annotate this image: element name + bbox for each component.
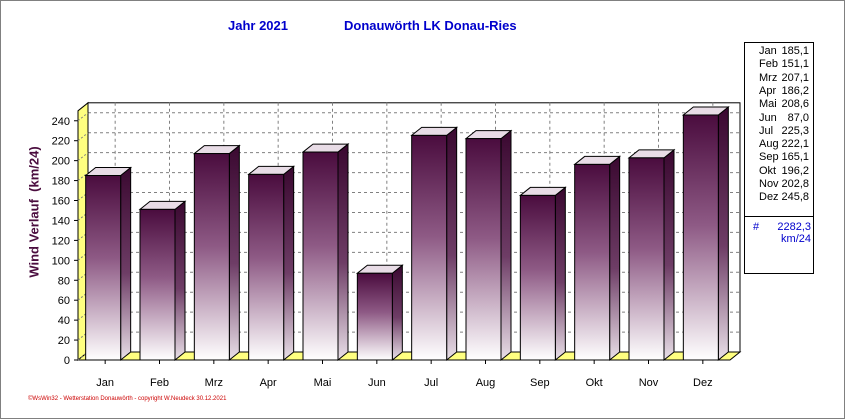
bar: [411, 134, 448, 361]
bar: [465, 138, 502, 361]
bar: [519, 194, 556, 361]
bar-side: [283, 165, 295, 362]
legend-total-symbol: #: [753, 221, 760, 233]
legend-value: 225,3: [781, 124, 809, 137]
chart-year-title: Jahr 2021: [228, 18, 288, 33]
legend-month: Jun: [759, 111, 777, 124]
y-tick-label: 180: [52, 176, 70, 188]
copyright-footer: ©WsWin32 - Wetterstation Donauwörth - co…: [28, 396, 227, 402]
legend-row: Jan 185,1: [745, 45, 811, 58]
legend-value: 196,2: [781, 164, 809, 177]
bar-side: [174, 200, 186, 362]
bar: [682, 114, 719, 361]
bar-side: [500, 129, 512, 362]
bar-side: [663, 148, 675, 362]
bar-side: [228, 144, 240, 362]
legend-row: Apr 186,2: [745, 85, 811, 98]
legend-month: Dez: [759, 191, 779, 204]
y-tick-label: 120: [52, 235, 70, 247]
legend-value: 208,6: [781, 98, 809, 111]
legend-row: Dez 245,8: [745, 191, 811, 204]
legend-total-unit: km/24: [781, 233, 811, 245]
x-tick-label: Apr: [260, 377, 277, 389]
legend-month: Mrz: [759, 71, 778, 84]
bar-side: [717, 105, 729, 362]
y-tick-label: 20: [58, 335, 70, 347]
legend-month: Mai: [759, 98, 777, 111]
x-tick-label: Jun: [368, 377, 386, 389]
legend-row: Mrz 207,1: [745, 72, 811, 85]
legend-value: 202,8: [781, 178, 809, 190]
x-tick-label: Nov: [639, 377, 659, 389]
bar-side: [609, 155, 621, 362]
legend-separator: [745, 216, 813, 217]
bar-side: [337, 143, 349, 362]
y-tick-label: 160: [52, 196, 70, 208]
bar: [356, 272, 393, 361]
y-tick-label: 80: [58, 275, 70, 287]
bar-side: [554, 186, 566, 362]
bar: [628, 157, 665, 361]
y-tick-label: 240: [52, 116, 70, 128]
bar: [302, 151, 339, 361]
legend-value: 165,1: [781, 151, 809, 164]
value-legend: # 2282,3 km/24 Jan 185,1 Feb 151,1 Mrz 207,1 A…: [744, 42, 814, 274]
legend-value: 207,1: [781, 71, 809, 84]
legend-row: Sep 165,1: [745, 151, 811, 164]
x-tick-label: Mai: [314, 377, 332, 389]
legend-month: Nov: [759, 178, 779, 190]
legend-month: Aug: [759, 138, 779, 151]
chart-station-title: Donauwörth LK Donau-Ries: [344, 18, 517, 33]
legend-row: Nov 202,8: [745, 178, 811, 191]
legend-value: 185,1: [781, 45, 809, 57]
legend-month: Okt: [759, 164, 777, 177]
bar: [193, 153, 230, 361]
legend-row: Feb 151,1: [745, 58, 811, 71]
bar-side: [391, 264, 403, 362]
y-tick-label: 220: [52, 136, 70, 148]
legend-month: Sep: [759, 151, 779, 164]
legend-month: Feb: [759, 58, 778, 71]
bar: [248, 173, 285, 361]
y-tick-label: 140: [52, 215, 70, 227]
legend-row: Mai 208,6: [745, 98, 811, 111]
y-tick-label: 0: [64, 355, 70, 367]
bar: [574, 163, 611, 361]
legend-total-value: 2282,3: [777, 221, 811, 233]
x-tick-label: Mrz: [205, 377, 223, 389]
bar: [85, 174, 122, 361]
x-tick-label: Jul: [424, 377, 438, 389]
x-tick-label: Jan: [96, 377, 114, 389]
legend-row: Okt 196,2: [745, 165, 811, 178]
bar: [139, 208, 176, 361]
y-tick-label: 100: [52, 255, 70, 267]
y-tick-label: 200: [52, 156, 70, 168]
legend-month: Jan: [759, 45, 777, 57]
legend-row: Jul 225,3: [745, 125, 811, 138]
x-tick-label: Okt: [586, 377, 603, 389]
legend-value: 151,1: [781, 58, 809, 71]
legend-value: 222,1: [781, 138, 809, 151]
bar-side: [120, 166, 132, 362]
x-tick-label: Feb: [150, 377, 169, 389]
legend-month: Jul: [759, 124, 774, 137]
legend-row: Jun 87,0: [745, 112, 811, 125]
legend-value: 186,2: [781, 84, 809, 97]
legend-value: 87,0: [787, 111, 809, 124]
legend-value: 245,8: [781, 191, 809, 204]
legend-month: Apr: [759, 84, 777, 97]
x-tick-label: Aug: [476, 377, 496, 389]
x-tick-label: Dez: [693, 377, 713, 389]
bar-side: [446, 126, 458, 362]
y-tick-label: 40: [58, 315, 70, 327]
y-tick-label: 60: [58, 295, 70, 307]
legend-row: Aug 222,1: [745, 138, 811, 151]
x-tick-label: Sep: [530, 377, 550, 389]
